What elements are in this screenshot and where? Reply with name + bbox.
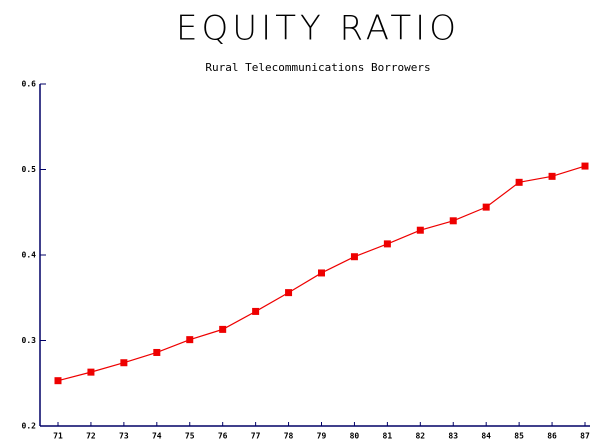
x-tick-label: 84 bbox=[481, 432, 491, 441]
x-tick-label: 86 bbox=[547, 432, 557, 441]
data-point bbox=[515, 178, 523, 186]
chart-title: EQUITY RATIO bbox=[176, 9, 460, 49]
x-tick-label: 72 bbox=[86, 432, 96, 441]
data-point bbox=[54, 377, 62, 385]
x-tick-label: 87 bbox=[580, 432, 590, 441]
data-point bbox=[548, 172, 556, 180]
data-point bbox=[285, 289, 293, 297]
x-tick-label: 80 bbox=[350, 432, 360, 441]
x-tick-label: 71 bbox=[53, 432, 63, 441]
data-point bbox=[120, 359, 128, 367]
x-tick-label: 81 bbox=[383, 432, 393, 441]
y-tick-label: 0.4 bbox=[22, 251, 37, 260]
x-tick-label: 83 bbox=[448, 432, 458, 441]
data-point bbox=[350, 253, 358, 261]
x-tick-label: 77 bbox=[251, 432, 261, 441]
data-point bbox=[383, 240, 391, 248]
x-tick-label: 73 bbox=[119, 432, 129, 441]
x-tick-label: 76 bbox=[218, 432, 228, 441]
x-tick-label: 75 bbox=[185, 432, 195, 441]
y-tick-label: 0.2 bbox=[22, 422, 37, 431]
data-point bbox=[482, 203, 490, 211]
y-tick-label: 0.3 bbox=[22, 336, 37, 345]
chart-subtitle: Rural Telecommunications Borrowers bbox=[205, 61, 430, 74]
x-tick-label: 79 bbox=[317, 432, 327, 441]
data-point bbox=[449, 217, 457, 225]
x-tick-label: 74 bbox=[152, 432, 162, 441]
data-point bbox=[87, 368, 95, 376]
x-tick-label: 78 bbox=[284, 432, 294, 441]
data-point bbox=[416, 226, 424, 234]
data-point bbox=[318, 269, 325, 277]
data-point bbox=[186, 336, 194, 344]
y-tick-label: 0.5 bbox=[22, 165, 37, 174]
data-point bbox=[219, 325, 227, 333]
data-point bbox=[252, 307, 260, 315]
data-point bbox=[581, 162, 589, 170]
data-point bbox=[153, 348, 161, 356]
x-tick-label: 85 bbox=[514, 432, 524, 441]
y-tick-label: 0.6 bbox=[22, 80, 37, 89]
x-tick-label: 82 bbox=[415, 432, 425, 441]
